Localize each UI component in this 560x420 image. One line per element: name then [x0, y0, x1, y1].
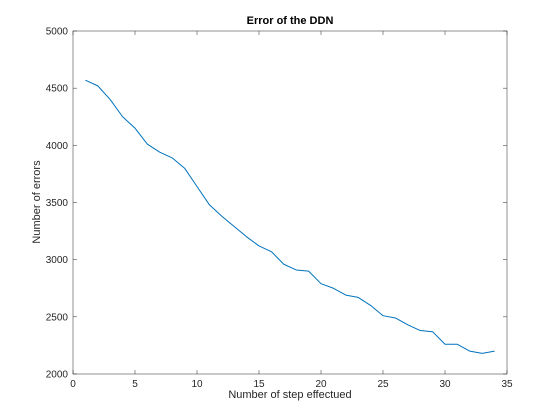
x-tick-label: 30	[439, 379, 451, 390]
data-series	[85, 79, 495, 354]
x-tick-label: 20	[315, 379, 327, 390]
x-tick-label: 0	[70, 379, 76, 390]
x-tick-label: 35	[501, 379, 513, 390]
y-tick-label: 2500	[46, 312, 69, 323]
chart-title: Error of the DDN	[247, 15, 334, 27]
x-tick-label: 10	[191, 379, 203, 390]
x-axis-ticks: 0 5 10 15 20 25 30 35	[70, 31, 513, 390]
x-tick-label: 15	[253, 379, 265, 390]
x-tick-label: 5	[132, 379, 138, 390]
x-tick-label: 25	[377, 379, 389, 390]
plot-area	[72, 30, 508, 375]
y-tick-label: 3500	[46, 198, 69, 209]
y-tick-label: 2000	[46, 370, 69, 381]
y-tick-label: 4500	[46, 84, 69, 95]
y-tick-label: 4000	[46, 141, 69, 152]
y-axis-label: Number of errors	[31, 160, 43, 244]
x-axis-label: Number of step effectued	[228, 389, 351, 401]
y-axis-ticks: 2000 2500 3000 3500 4000 4500 5000	[46, 27, 507, 381]
y-tick-label: 3000	[46, 255, 69, 266]
series-line	[85, 79, 495, 354]
y-tick-label: 5000	[46, 27, 69, 38]
